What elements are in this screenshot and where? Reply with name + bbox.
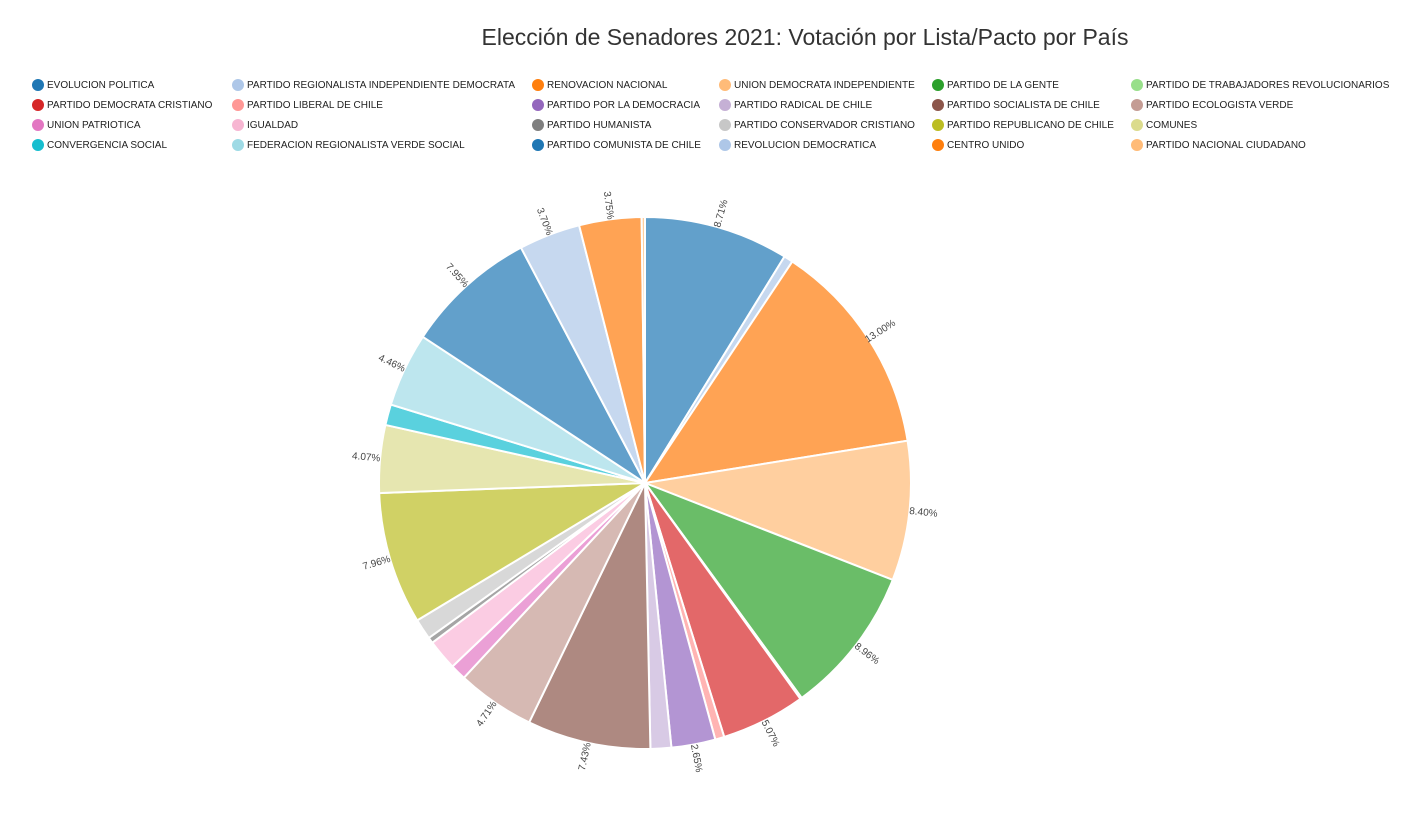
legend-item[interactable]: EVOLUCION POLITICA [32,75,154,95]
slice-percent-label: 4.46% [377,353,407,375]
slice-percent-label: 3.70% [534,207,554,238]
legend-color-dot [532,139,544,151]
slice-percent-label: 8.71% [712,198,730,228]
legend-item[interactable]: RENOVACION NACIONAL [532,75,667,95]
legend-item[interactable]: FEDERACION REGIONALISTA VERDE SOCIAL [232,135,465,155]
legend-item[interactable]: PARTIDO LIBERAL DE CHILE [232,95,383,115]
slice-percent-label: 4.07% [352,451,381,465]
legend-label: IGUALDAD [247,119,299,131]
slice-percent-label: 7.96% [362,554,392,573]
legend-label: PARTIDO SOCIALISTA DE CHILE [947,99,1100,111]
legend-color-dot [232,79,244,91]
legend-item[interactable]: PARTIDO DE TRABAJADORES REVOLUCIONARIOS [1131,75,1389,95]
legend-label: PARTIDO REPUBLICANO DE CHILE [947,119,1114,131]
legend-item[interactable]: PARTIDO RADICAL DE CHILE [719,95,872,115]
legend-color-dot [719,99,731,111]
pie-slice[interactable] [644,216,786,484]
legend-color-dot [532,119,544,131]
legend-color-dot [719,139,731,151]
legend-label: PARTIDO NACIONAL CIUDADANO [1146,139,1306,151]
legend-color-dot [32,139,44,151]
legend-item[interactable]: REVOLUCION DEMOCRATICA [719,135,876,155]
legend-label: REVOLUCION DEMOCRATICA [734,139,877,151]
legend-label: PARTIDO LIBERAL DE CHILE [247,99,383,111]
pie-slice[interactable] [644,482,894,699]
slice-percent-label: 8.96% [852,641,881,667]
legend-color-dot [1131,139,1143,151]
legend-label: PARTIDO DE LA GENTE [947,79,1059,91]
legend-item[interactable]: PARTIDO DEMOCRATA CRISTIANO [32,95,212,115]
legend-label: PARTIDO CONSERVADOR CRISTIANO [734,119,915,131]
slice-percent-label: 8.40% [909,506,938,520]
legend-label: RENOVACION NACIONAL [547,79,668,91]
legend-color-dot [932,99,944,111]
legend-item[interactable]: PARTIDO ECOLOGISTA VERDE [1131,95,1293,115]
legend-item[interactable]: PARTIDO POR LA DEMOCRACIA [532,95,700,115]
legend-color-dot [232,119,244,131]
legend-label: PARTIDO POR LA DEMOCRACIA [547,99,700,111]
slice-percent-label: 2.65% [688,743,704,773]
legend-color-dot [232,99,244,111]
legend-item[interactable]: COMUNES [1131,115,1197,135]
legend-color-dot [232,139,244,151]
legend-color-dot [1131,119,1143,131]
legend-item[interactable]: PARTIDO DE LA GENTE [932,75,1059,95]
legend-item[interactable]: UNION PATRIOTICA [32,115,141,135]
legend-item[interactable]: UNION DEMOCRATA INDEPENDIENTE [719,75,915,95]
legend-label: EVOLUCION POLITICA [47,79,155,91]
legend-color-dot [32,99,44,111]
legend-item[interactable]: PARTIDO REPUBLICANO DE CHILE [932,115,1114,135]
legend-label: PARTIDO COMUNISTA DE CHILE [547,139,701,151]
pie-slice[interactable] [644,439,912,581]
legend-label: FEDERACION REGIONALISTA VERDE SOCIAL [247,139,465,151]
legend-item[interactable]: PARTIDO HUMANISTA [532,115,651,135]
legend-color-dot [1131,79,1143,91]
pie-slice[interactable] [528,482,652,750]
legend-color-dot [932,139,944,151]
legend-label: CONVERGENCIA SOCIAL [47,139,168,151]
slice-percent-label: 3.75% [601,191,616,221]
legend-color-dot [932,79,944,91]
legend-label: PARTIDO ECOLOGISTA VERDE [1146,99,1294,111]
pie-slice[interactable] [378,482,646,622]
legend-color-dot [32,119,44,131]
legend-color-dot [1131,99,1143,111]
legend-label: PARTIDO RADICAL DE CHILE [734,99,873,111]
legend-item[interactable]: PARTIDO SOCIALISTA DE CHILE [932,95,1100,115]
legend-color-dot [719,119,731,131]
legend-item[interactable]: PARTIDO COMUNISTA DE CHILE [532,135,701,155]
legend-color-dot [532,79,544,91]
legend-label: UNION DEMOCRATA INDEPENDIENTE [734,79,915,91]
slice-percent-label: 13.00% [863,318,898,346]
slice-percent-label: 7.43% [577,741,594,771]
legend-label: PARTIDO DE TRABAJADORES REVOLUCIONARIOS [1146,79,1390,91]
legend-item[interactable]: PARTIDO REGIONALISTA INDEPENDIENTE DEMOC… [232,75,515,95]
legend-item[interactable]: PARTIDO NACIONAL CIUDADANO [1131,135,1306,155]
legend-label: UNION PATRIOTICA [47,119,141,131]
legend-label: COMUNES [1146,119,1198,131]
legend-item[interactable]: IGUALDAD [232,115,298,135]
legend-item[interactable]: PARTIDO CONSERVADOR CRISTIANO [719,115,915,135]
pie-slice[interactable] [644,260,909,484]
legend-color-dot [719,79,731,91]
pie-slice[interactable] [640,215,646,484]
legend-color-dot [932,119,944,131]
slice-percent-label: 7.95% [443,262,470,290]
legend-color-dot [532,99,544,111]
pie-slice[interactable] [421,246,646,484]
legend-label: CENTRO UNIDO [947,139,1025,151]
slice-percent-label: 5.07% [759,718,782,748]
chart-title: Elección de Senadores 2021: Votación por… [481,24,1129,50]
legend-label: PARTIDO HUMANISTA [547,119,652,131]
legend-item[interactable]: CENTRO UNIDO [932,135,1024,155]
legend-item[interactable]: CONVERGENCIA SOCIAL [32,135,167,155]
legend-label: PARTIDO DEMOCRATA CRISTIANO [47,99,213,111]
legend-color-dot [32,79,44,91]
slice-percent-label: 4.71% [474,699,499,729]
legend-label: PARTIDO REGIONALISTA INDEPENDIENTE DEMOC… [247,79,516,91]
